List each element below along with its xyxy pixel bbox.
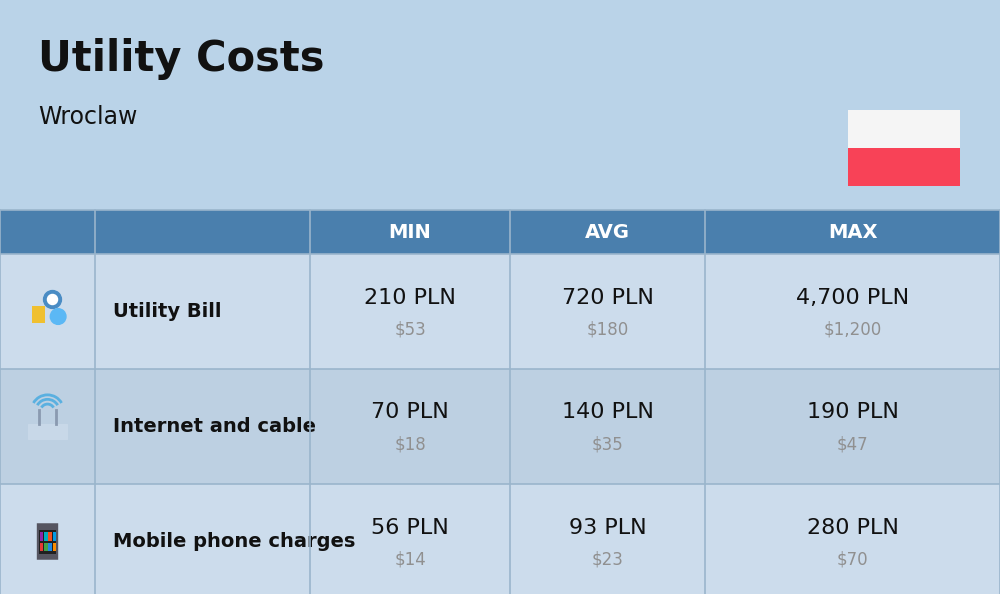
Bar bbox=[53, 532, 56, 541]
Bar bbox=[40, 532, 43, 541]
FancyBboxPatch shape bbox=[37, 523, 58, 560]
Bar bbox=[310, 369, 510, 484]
Text: Wroclaw: Wroclaw bbox=[38, 105, 137, 129]
Text: 140 PLN: 140 PLN bbox=[562, 403, 653, 422]
Text: $35: $35 bbox=[592, 435, 623, 453]
Text: $1,200: $1,200 bbox=[823, 321, 882, 339]
Bar bbox=[848, 110, 960, 148]
Text: 4,700 PLN: 4,700 PLN bbox=[796, 287, 909, 308]
Bar bbox=[48, 543, 52, 551]
Bar bbox=[510, 369, 705, 484]
Text: MIN: MIN bbox=[389, 223, 431, 242]
Bar bbox=[95, 484, 310, 594]
Bar bbox=[848, 148, 960, 186]
Text: Mobile phone charges: Mobile phone charges bbox=[113, 532, 355, 551]
Text: Internet and cable: Internet and cable bbox=[113, 417, 316, 436]
Text: Utility Bill: Utility Bill bbox=[113, 302, 222, 321]
Bar bbox=[310, 210, 510, 254]
Bar bbox=[510, 484, 705, 594]
Text: 93 PLN: 93 PLN bbox=[569, 517, 646, 538]
Bar bbox=[310, 484, 510, 594]
Text: 210 PLN: 210 PLN bbox=[364, 287, 456, 308]
Bar bbox=[95, 369, 310, 484]
Bar bbox=[705, 484, 1000, 594]
Circle shape bbox=[44, 290, 61, 308]
Text: Utility Costs: Utility Costs bbox=[38, 38, 324, 80]
Bar bbox=[510, 210, 705, 254]
Bar bbox=[0, 369, 95, 484]
Text: 70 PLN: 70 PLN bbox=[371, 403, 449, 422]
Text: $23: $23 bbox=[592, 551, 623, 568]
Text: $53: $53 bbox=[394, 321, 426, 339]
Bar bbox=[705, 210, 1000, 254]
Bar bbox=[95, 210, 310, 254]
Bar bbox=[0, 254, 95, 369]
Text: $180: $180 bbox=[586, 321, 629, 339]
Bar bbox=[0, 484, 95, 594]
Bar bbox=[44, 532, 48, 541]
Text: 280 PLN: 280 PLN bbox=[807, 517, 898, 538]
Text: MAX: MAX bbox=[828, 223, 877, 242]
Circle shape bbox=[47, 295, 58, 305]
Bar bbox=[40, 543, 43, 551]
Text: $47: $47 bbox=[837, 435, 868, 453]
Text: $14: $14 bbox=[394, 551, 426, 568]
Text: $70: $70 bbox=[837, 551, 868, 568]
Bar bbox=[53, 543, 56, 551]
Circle shape bbox=[50, 309, 66, 324]
Bar bbox=[48, 532, 52, 541]
Text: 56 PLN: 56 PLN bbox=[371, 517, 449, 538]
Text: 720 PLN: 720 PLN bbox=[562, 287, 653, 308]
Bar bbox=[95, 254, 310, 369]
Bar bbox=[28, 424, 67, 439]
Bar bbox=[705, 254, 1000, 369]
Bar bbox=[310, 254, 510, 369]
Bar bbox=[32, 306, 45, 323]
Bar bbox=[510, 254, 705, 369]
Bar bbox=[705, 369, 1000, 484]
Text: $18: $18 bbox=[394, 435, 426, 453]
Text: 190 PLN: 190 PLN bbox=[807, 403, 898, 422]
Bar bbox=[44, 543, 48, 551]
Text: AVG: AVG bbox=[585, 223, 630, 242]
Bar bbox=[0, 210, 95, 254]
Bar bbox=[39, 530, 56, 554]
